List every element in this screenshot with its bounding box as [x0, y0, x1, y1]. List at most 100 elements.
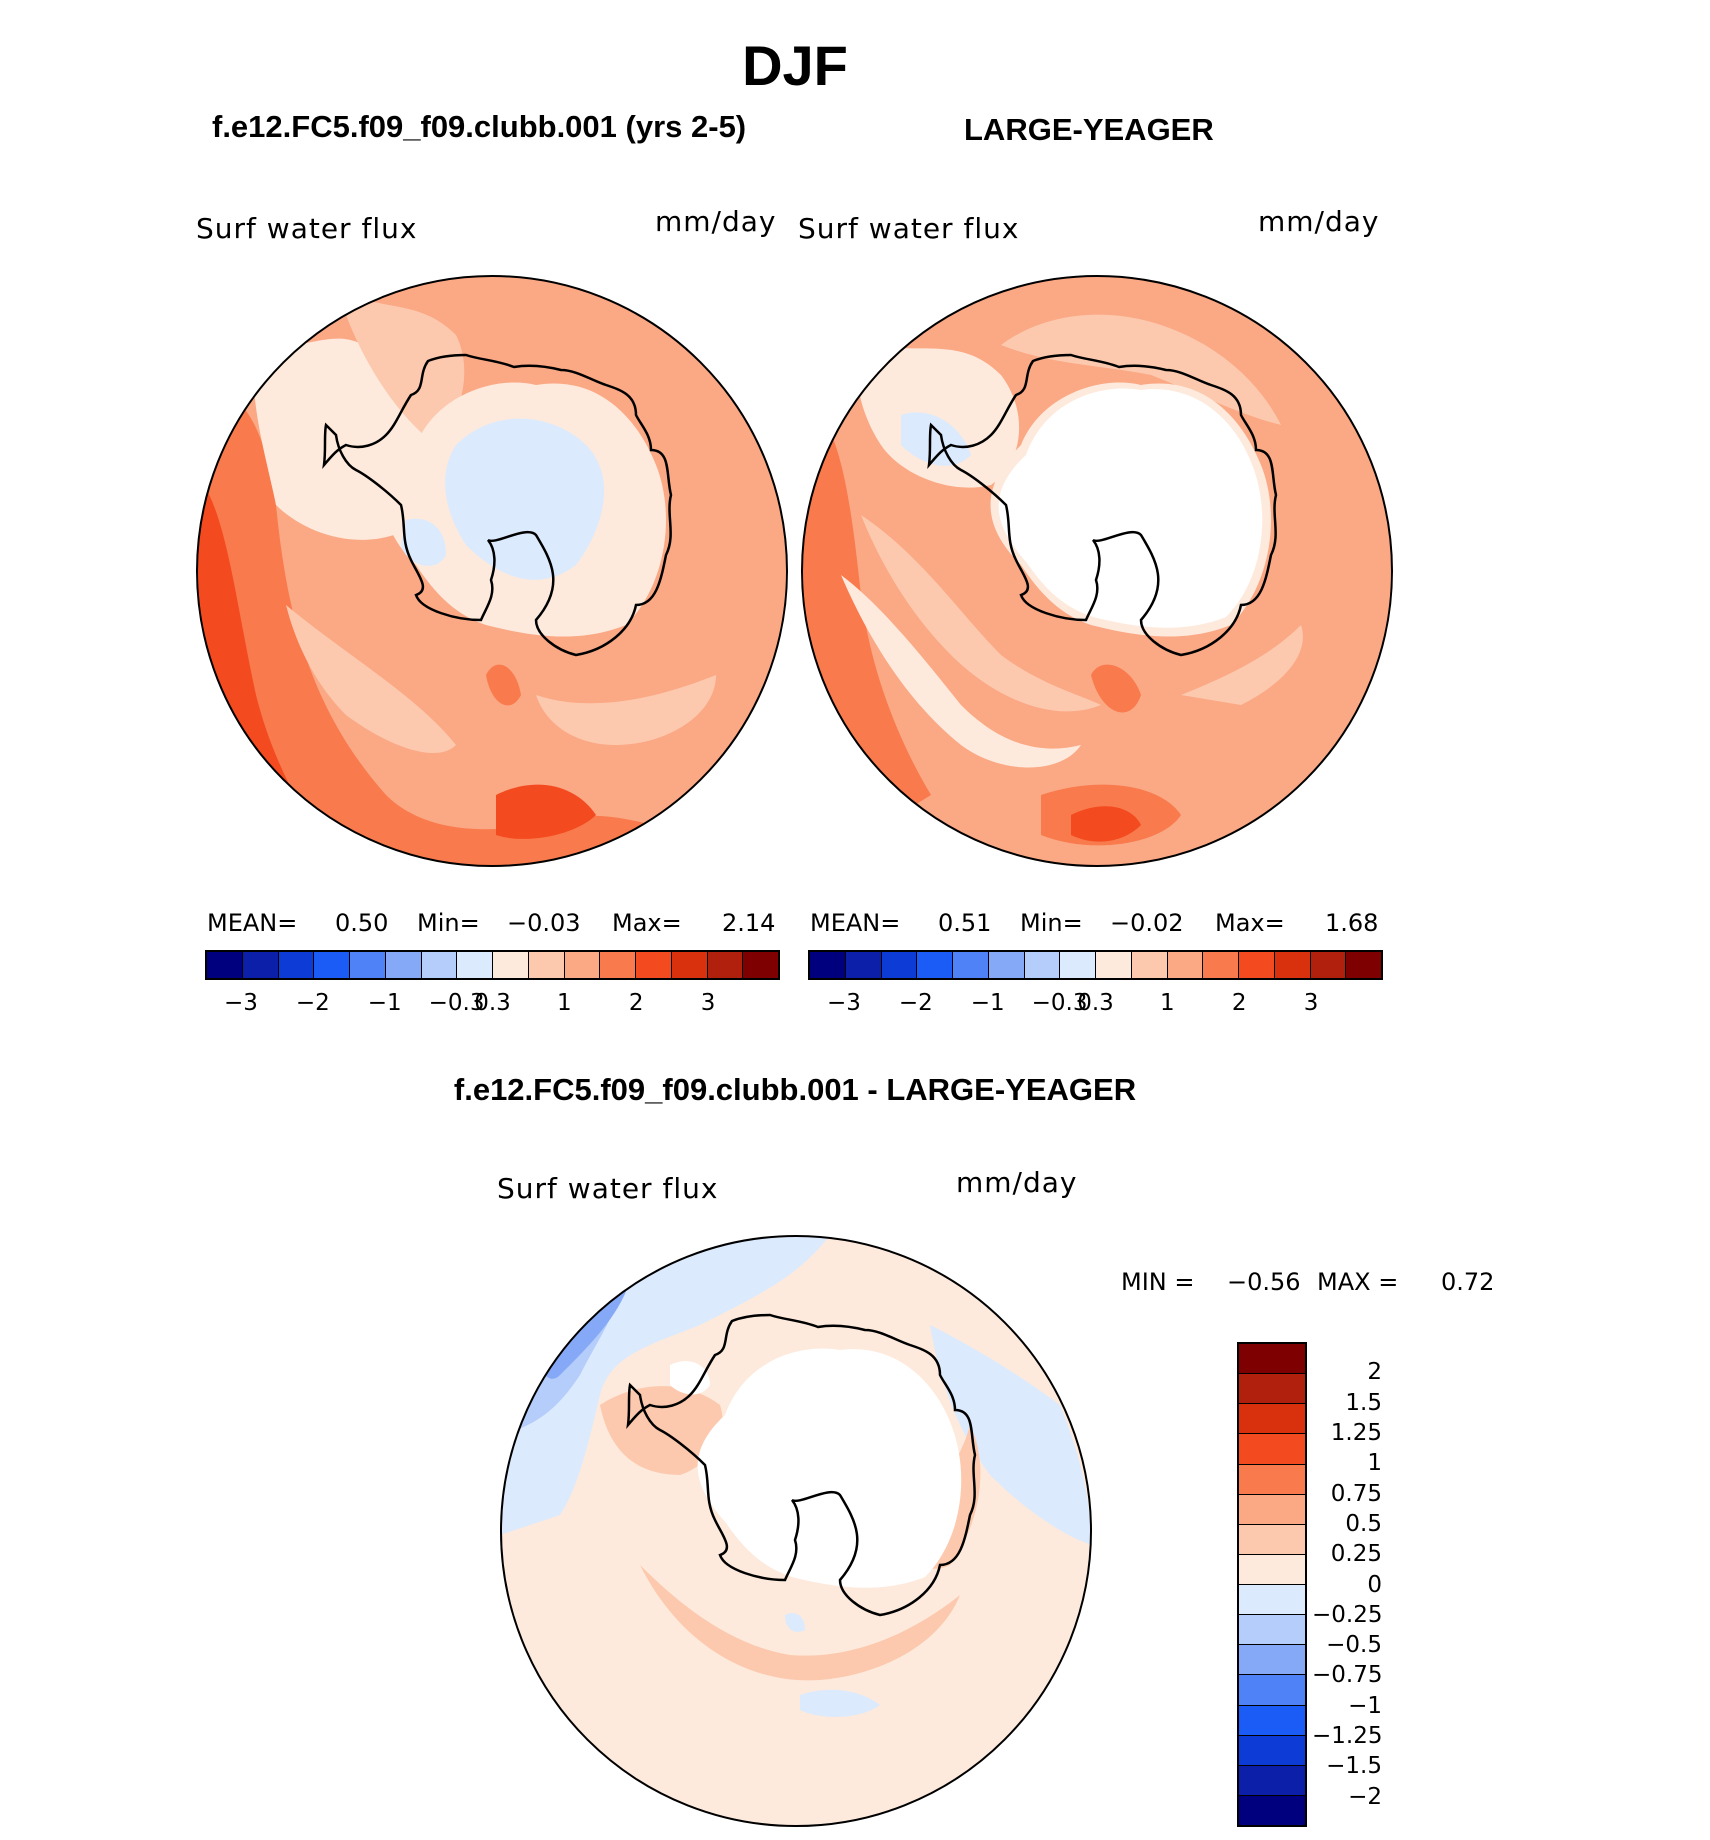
right-colorbar-swatch [844, 952, 881, 978]
right-max-label: Max= [1215, 909, 1285, 937]
left-units-label: mm/day [655, 205, 777, 238]
left-colorbar-swatch [349, 952, 385, 978]
left-colorbar-swatch [277, 952, 314, 978]
difference-colorbar-ticks: 2 1.5 1.25 1 0.75 0.5 0.25 0 −0.25 −0.5 −0.75 −1 −1.… [1312, 1342, 1452, 1827]
difference-colorbar-swatch [1239, 1463, 1305, 1494]
left-polar-map [196, 275, 788, 867]
diff-field-label: Surf water flux [497, 1172, 719, 1205]
right-colorbar-ticks: −3 −2 −1 −0.3 0.3 1 2 3 [808, 990, 1383, 1020]
difference-colorbar-tick-label: 1 [1367, 1450, 1382, 1477]
left-colorbar-swatch [241, 952, 278, 978]
difference-colorbar-tick-label: 1.5 [1345, 1389, 1382, 1416]
right-polar-map [801, 275, 1393, 867]
left-colorbar-swatch [492, 952, 528, 978]
diff-max-value: 0.72 [1441, 1268, 1495, 1296]
right-colorbar-swatch [810, 952, 845, 978]
left-colorbar-swatch [706, 952, 743, 978]
right-colorbar-swatch [1309, 952, 1346, 978]
right-colorbar-swatch [1023, 952, 1060, 978]
difference-colorbar [1237, 1342, 1307, 1827]
left-case-title: f.e12.FC5.f09_f09.clubb.001 (yrs 2-5) [212, 109, 747, 144]
difference-colorbar-tick-label: −1.25 [1312, 1723, 1383, 1750]
difference-colorbar-swatch [1239, 1584, 1305, 1615]
left-stats: MEAN= 0.50 Min= −0.03 Max= 2.14 [207, 909, 779, 937]
right-mean-value: 0.51 [938, 909, 992, 937]
right-colorbar-tick-label: −3 [826, 990, 861, 1016]
difference-colorbar-swatch [1239, 1493, 1305, 1524]
right-colorbar-swatch [952, 952, 988, 978]
left-colorbar-swatch [207, 952, 242, 978]
difference-colorbar-tick-label: 0.25 [1330, 1541, 1382, 1568]
difference-polar-map [500, 1235, 1092, 1827]
left-max-label: Max= [612, 909, 682, 937]
left-colorbar-swatch [456, 952, 492, 978]
difference-colorbar-tick-label: −0.75 [1312, 1662, 1383, 1689]
difference-title: f.e12.FC5.f09_f09.clubb.001 - LARGE-YEAG… [453, 1072, 1137, 1107]
right-colorbar-tick-label: 1 [1160, 990, 1175, 1016]
right-colorbar-swatch [1166, 952, 1203, 978]
left-colorbar-tick-label: 0.3 [474, 990, 511, 1016]
right-colorbar-swatch [1095, 952, 1131, 978]
right-colorbar-swatch [1202, 952, 1238, 978]
difference-colorbar-tick-label: −1.5 [1326, 1753, 1382, 1780]
right-colorbar-tick-label: 3 [1303, 990, 1319, 1016]
left-field-label: Surf water flux [196, 212, 418, 245]
left-colorbar-swatch [599, 952, 635, 978]
right-colorbar-tick-label: 0.3 [1077, 990, 1114, 1016]
left-mean-value: 0.50 [335, 909, 389, 937]
right-colorbar [808, 950, 1383, 980]
difference-colorbar-tick-label: 2 [1367, 1359, 1382, 1386]
difference-colorbar-swatch [1239, 1734, 1305, 1765]
right-colorbar-tick-label: −1 [970, 990, 1005, 1016]
diff-min-value: −0.56 [1227, 1268, 1301, 1296]
left-max-value: 2.14 [722, 909, 776, 937]
right-colorbar-swatch [880, 952, 917, 978]
left-colorbar-swatch [742, 952, 778, 978]
right-colorbar-tick-label: −0.3 [1031, 990, 1088, 1016]
left-min-label: Min= [417, 909, 480, 937]
difference-colorbar-swatch [1239, 1764, 1305, 1795]
left-colorbar-tick-label: −0.3 [428, 990, 485, 1016]
right-case-title: LARGE-YEAGER [964, 112, 1214, 147]
right-max-value: 1.68 [1325, 909, 1379, 937]
right-colorbar-swatch [1273, 952, 1310, 978]
difference-colorbar-tick-label: −0.5 [1326, 1632, 1382, 1659]
right-mean-label: MEAN= [810, 909, 901, 937]
left-colorbar-swatch [670, 952, 707, 978]
difference-colorbar-tick-label: −0.25 [1312, 1601, 1383, 1628]
right-min-label: Min= [1020, 909, 1083, 937]
left-colorbar-swatch [313, 952, 349, 978]
difference-colorbar-swatch [1239, 1403, 1305, 1434]
difference-colorbar-swatch [1239, 1373, 1305, 1404]
difference-colorbar-swatch [1239, 1794, 1305, 1825]
left-colorbar-tick-label: 1 [557, 990, 572, 1016]
difference-colorbar-swatch [1239, 1433, 1305, 1464]
left-colorbar-swatch [384, 952, 421, 978]
left-colorbar-ticks: −3 −2 −1 −0.3 0.3 1 2 3 [205, 990, 780, 1020]
left-colorbar [205, 950, 780, 980]
difference-colorbar-swatch [1239, 1674, 1305, 1705]
right-colorbar-swatch [1059, 952, 1095, 978]
left-colorbar-tick-label: −2 [295, 990, 330, 1016]
difference-colorbar-swatch [1239, 1344, 1305, 1374]
left-colorbar-swatch [563, 952, 600, 978]
difference-colorbar-tick-label: −1 [1348, 1692, 1382, 1719]
right-field-label: Surf water flux [798, 212, 1020, 245]
left-min-value: −0.03 [507, 909, 581, 937]
left-colorbar-tick-label: 3 [700, 990, 716, 1016]
left-colorbar-tick-label: −3 [223, 990, 258, 1016]
right-colorbar-swatch [987, 952, 1024, 978]
left-colorbar-swatch [635, 952, 671, 978]
left-colorbar-tick-label: −1 [367, 990, 402, 1016]
left-colorbar-swatch [420, 952, 457, 978]
figure-title: DJF [742, 34, 848, 97]
difference-colorbar-swatch [1239, 1644, 1305, 1675]
right-colorbar-swatch [1238, 952, 1274, 978]
diff-minmax: MIN = −0.56 MAX = 0.72 [1121, 1268, 1521, 1296]
left-mean-label: MEAN= [207, 909, 298, 937]
diff-units-label: mm/day [956, 1166, 1078, 1199]
right-min-value: −0.02 [1110, 909, 1184, 937]
right-colorbar-tick-label: −2 [898, 990, 933, 1016]
difference-colorbar-swatch [1239, 1553, 1305, 1584]
right-colorbar-swatch [1345, 952, 1381, 978]
